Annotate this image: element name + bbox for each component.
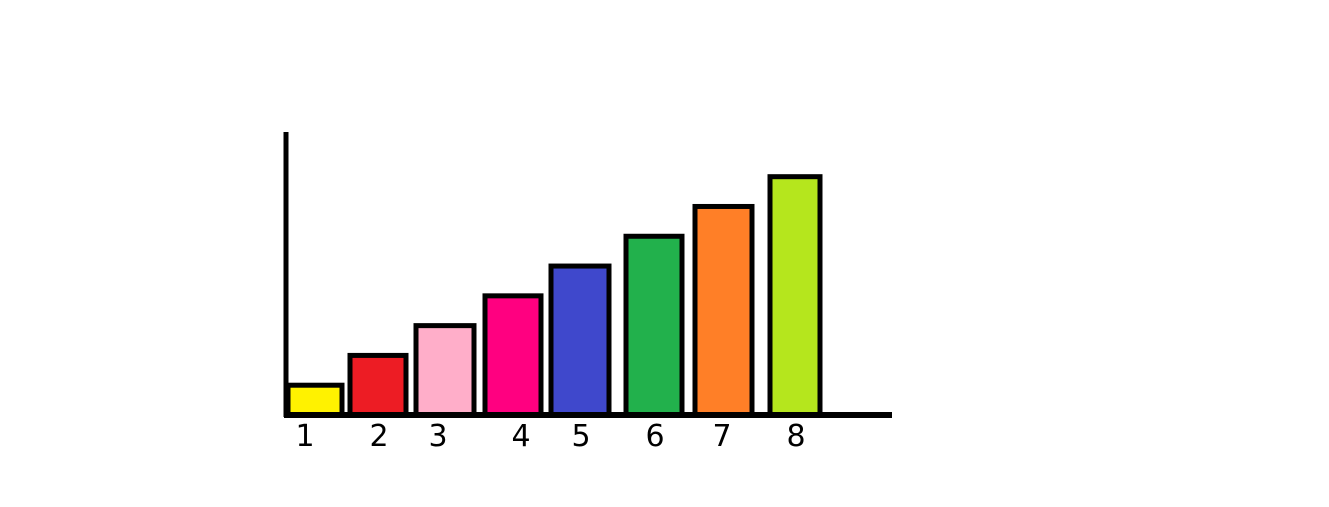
x-tick-label-8: 8	[786, 419, 805, 454]
bar-6	[623, 233, 685, 418]
x-tick-label-5: 5	[571, 419, 590, 454]
bar-7	[692, 203, 755, 418]
x-tick-label-6: 6	[645, 419, 664, 454]
bar-3	[413, 323, 477, 418]
x-tick-label-2: 2	[369, 419, 388, 454]
bars-group	[285, 174, 823, 418]
bar-4	[482, 293, 544, 418]
x-tick-label-7: 7	[712, 419, 731, 454]
bar-2	[347, 352, 409, 418]
bar-5	[548, 263, 612, 418]
bar-8	[767, 174, 823, 418]
x-tick-label-1: 1	[295, 419, 314, 454]
x-tick-labels: 1 2 3 4 5 6 7 8	[295, 419, 805, 454]
bar-1	[285, 382, 345, 418]
x-tick-label-3: 3	[428, 419, 447, 454]
x-tick-label-4: 4	[511, 419, 530, 454]
